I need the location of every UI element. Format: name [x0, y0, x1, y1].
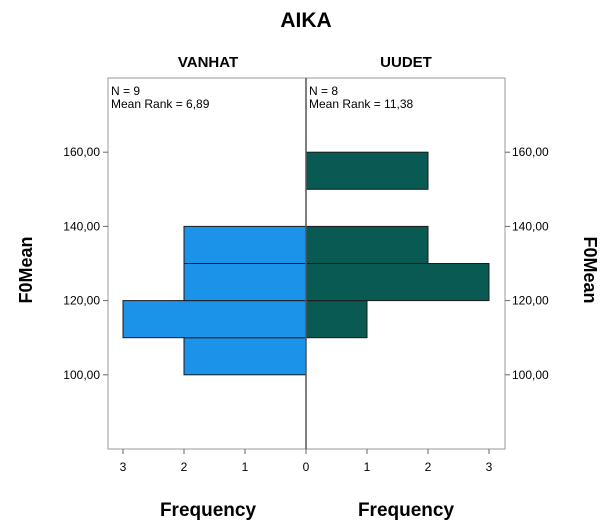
- stat-n-right: N = 8: [309, 84, 338, 98]
- y-tick-label-right: 160,00: [512, 145, 549, 159]
- x-tick-label: 2: [181, 460, 188, 474]
- x-ticks: 3 2 1 0 1 2 3: [120, 449, 493, 474]
- x-tick-label: 0: [303, 460, 310, 474]
- y-ticks-left: 100,00 120,00 140,00 160,00: [63, 145, 108, 382]
- group-label-right: UUDET: [380, 54, 432, 71]
- bar-left: [183, 337, 307, 376]
- y-axis-title-right: F0Mean: [580, 236, 600, 303]
- y-tick-label-left: 160,00: [63, 145, 100, 159]
- y-tick-label-right: 140,00: [512, 219, 549, 233]
- y-ticks-right: 100,00 120,00 140,00 160,00: [505, 145, 549, 382]
- stat-n-left: N = 9: [111, 84, 140, 98]
- bar-right: [305, 151, 429, 190]
- y-tick-label-left: 100,00: [63, 368, 100, 382]
- bar-right: [305, 225, 429, 264]
- bars-left-group: [122, 225, 307, 376]
- y-tick-label-left: 120,00: [63, 294, 100, 308]
- y-axis-title-left: F0Mean: [16, 236, 36, 303]
- x-tick-label: 3: [120, 460, 127, 474]
- y-tick-label-left: 140,00: [63, 219, 100, 233]
- bar-right: [305, 300, 368, 339]
- x-axis-title-right: Frequency: [358, 500, 455, 521]
- bar-left: [122, 300, 307, 339]
- x-tick-label: 2: [425, 460, 432, 474]
- x-tick-label: 1: [364, 460, 371, 474]
- stat-mean-rank-right: Mean Rank = 11,38: [309, 97, 414, 111]
- stat-mean-rank-left: Mean Rank = 6,89: [111, 97, 210, 111]
- x-tick-label: 3: [486, 460, 493, 474]
- y-tick-label-right: 120,00: [512, 294, 549, 308]
- x-axis-title-left: Frequency: [160, 500, 257, 521]
- bar-right: [305, 263, 490, 302]
- bars-right-group: [305, 151, 490, 339]
- group-label-left: VANHAT: [178, 54, 238, 71]
- chart-title: AIKA: [280, 9, 331, 32]
- bar-left: [183, 263, 307, 302]
- x-tick-label: 1: [242, 460, 249, 474]
- y-tick-label-right: 100,00: [512, 368, 549, 382]
- bar-left: [183, 225, 307, 264]
